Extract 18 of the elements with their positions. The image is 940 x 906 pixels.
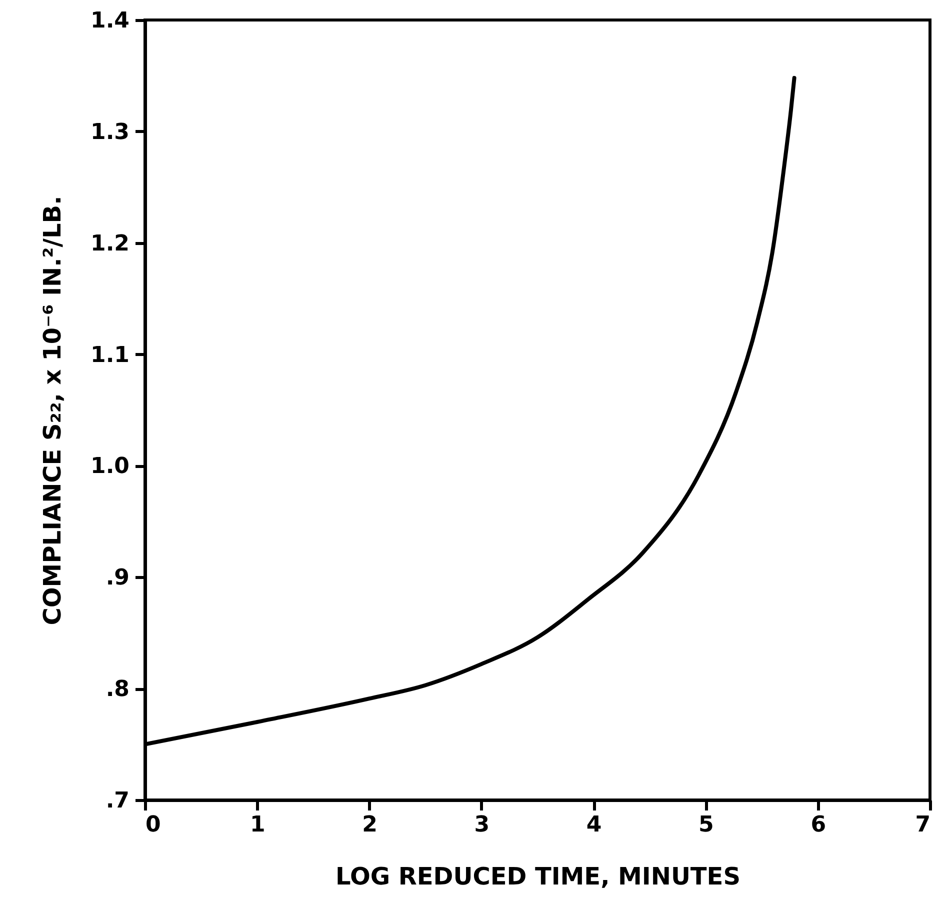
x-axis-title: LOG REDUCED TIME, MINUTES [336,862,740,890]
y-tick-label: .7 [106,788,130,814]
y-tick-label: .8 [106,677,130,702]
x-tick-label: 3 [474,812,490,838]
y-tick-label: 1.0 [90,454,130,480]
x-tick-label: 1 [250,812,266,838]
x-tick-label: 7 [915,812,930,838]
x-tick-label: 0 [146,812,161,838]
y-tick-label: .9 [106,566,130,591]
x-tick-label: 6 [810,812,826,838]
y-tick-label: 1.3 [90,120,130,145]
y-tick-label: 1.4 [90,8,130,34]
x-tick-label: 4 [586,812,602,838]
y-tick-label: 1.2 [90,231,130,256]
y-tick-label: 1.1 [90,342,130,368]
y-axis-title: COMPLIANCE S₂₂, x 10⁻⁶ IN.²/LB. [38,196,67,626]
x-tick-label: 5 [698,812,714,838]
x-tick-label: 2 [362,812,378,838]
